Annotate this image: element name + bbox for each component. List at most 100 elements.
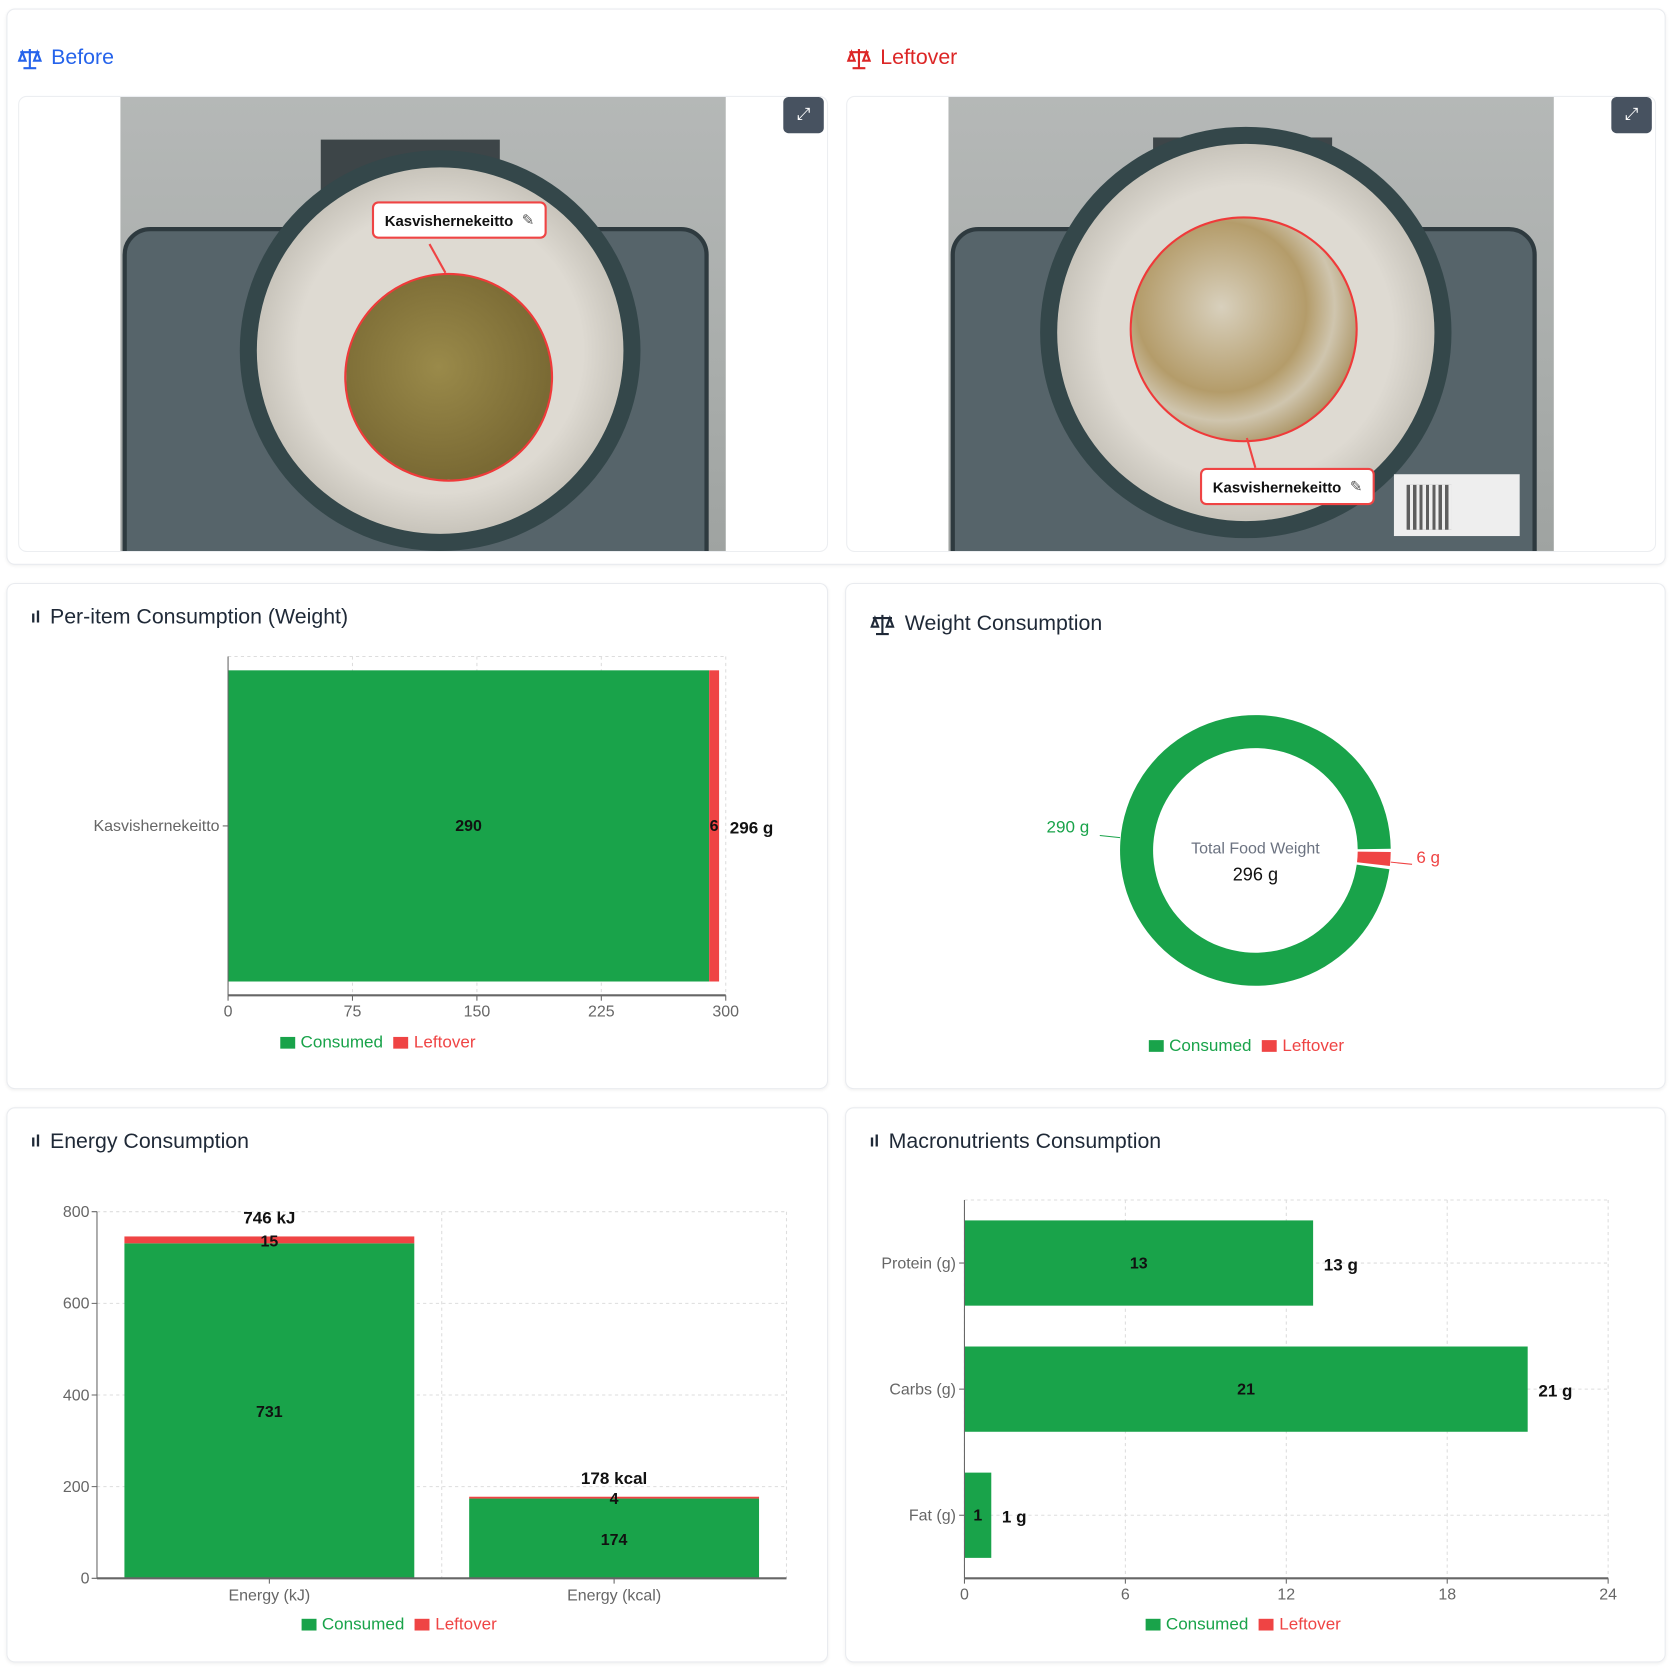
y-tick-label: 800 [63, 1204, 90, 1221]
bar-leftover [469, 1496, 760, 1499]
donut-slice-leftover [1357, 851, 1391, 867]
donut-center-value: 296 g [1232, 864, 1279, 885]
macros-title: ıl Macronutrients Consumption [870, 1130, 1162, 1155]
food-label-text: Kasvishernekeitto [384, 211, 514, 229]
edit-icon[interactable]: ✎ [1349, 477, 1363, 495]
scale-icon [846, 48, 872, 69]
weight-donut-chart [1099, 715, 1413, 986]
bar-value-label: 290 [455, 818, 482, 835]
legend-leftover[interactable]: Leftover [1262, 1037, 1344, 1056]
x-tick-label: 24 [1599, 1587, 1617, 1604]
legend-leftover[interactable]: Leftover [1258, 1616, 1341, 1635]
before-header: Before [17, 46, 114, 71]
bar-chart-icon: ıl [30, 607, 41, 627]
legend-leftover[interactable]: Leftover [414, 1616, 497, 1635]
y-category-label: Fat (g) [909, 1508, 956, 1525]
leftover-photo[interactable]: Kasvishernekeitto ✎ [948, 96, 1554, 551]
bar-value-label: 174 [601, 1532, 628, 1549]
scale-icon [17, 48, 43, 69]
panel-title-text: Per-item Consumption (Weight) [49, 605, 349, 629]
energy-title: ıl Energy Consumption [31, 1130, 249, 1155]
bar-value-label: 1 [973, 1508, 982, 1525]
leftover-food-segmentation[interactable] [1129, 216, 1358, 443]
before-title: Before [51, 45, 114, 70]
x-tick-label: 6 [1121, 1587, 1130, 1604]
before-image-card[interactable]: Kasvishernekeitto ✎ ⤢ [18, 95, 829, 553]
bar-value-label: 21 [1237, 1381, 1255, 1398]
legend-consumed[interactable]: Consumed [280, 1034, 383, 1053]
bar-chart-icon: ıl [869, 1132, 880, 1151]
bar-total-label: 746 kJ [243, 1209, 295, 1228]
y-tick-label: 200 [63, 1479, 90, 1496]
legend-leftover[interactable]: Leftover [393, 1034, 476, 1053]
macros-chart: 0 6 12 18 24 Protein (g) 13 13 g Carbs (g) 21 21 g… [881, 1199, 1617, 1604]
bar-value-label: 15 [260, 1233, 278, 1250]
y-tick-label: 600 [63, 1296, 90, 1313]
bar-consumed [964, 1346, 1528, 1432]
legend: Consumed Leftover [1148, 1037, 1344, 1056]
bar-value-label: 731 [256, 1404, 283, 1421]
bar-value-label: 13 [1130, 1255, 1148, 1272]
bar-leftover [124, 1236, 415, 1244]
y-category-label: Carbs (g) [889, 1381, 956, 1398]
leftover-food-label[interactable]: Kasvishernekeitto ✎ [1199, 467, 1376, 506]
bar-chart-icon: ıl [30, 1132, 41, 1151]
leftover-header: Leftover [846, 46, 957, 71]
energy-panel: ıl Energy Consumption 0 200 400 600 800 731 15… [6, 1107, 829, 1663]
label-leader-line [1099, 834, 1121, 839]
panel-title-text: Macronutrients Consumption [888, 1129, 1162, 1154]
legend: Consumed Leftover [301, 1616, 497, 1635]
weight-panel: Weight Consumption Total Food Weight 296… [845, 582, 1666, 1090]
y-category-label: Protein (g) [881, 1255, 956, 1272]
x-tick-label: 0 [960, 1587, 969, 1604]
panel-title-text: Weight Consumption [904, 611, 1103, 636]
per-item-chart: 0 75 150 225 300 Kasvishernekeitto 290 6 296 g [93, 655, 773, 1021]
y-tick-label: 400 [63, 1387, 90, 1404]
bar-leftover [709, 670, 720, 982]
before-food-label[interactable]: Kasvishernekeitto ✎ [371, 201, 548, 239]
legend-consumed[interactable]: Consumed [301, 1616, 404, 1635]
leftover-image-card[interactable]: Kasvishernekeitto ✎ ⤢ [846, 95, 1657, 553]
before-food-segmentation[interactable] [344, 272, 554, 482]
bar-consumed [124, 1243, 415, 1579]
expand-button[interactable]: ⤢ [783, 96, 824, 134]
weight-title: Weight Consumption [870, 611, 1103, 637]
bar-value-label: 4 [610, 1491, 619, 1508]
x-tick-label: 75 [344, 1004, 362, 1021]
bar-consumed [469, 1498, 760, 1579]
bar-total-label: 21 g [1538, 1382, 1572, 1401]
bar-consumed [964, 1220, 1314, 1306]
images-panel: Before Leftover Kasvishernekeitto ✎ ⤢ [6, 8, 1666, 565]
donut-leftover-label: 6 g [1416, 849, 1441, 868]
legend-consumed[interactable]: Consumed [1148, 1037, 1252, 1056]
legend: Consumed Leftover [1145, 1616, 1341, 1635]
x-tick-label: 18 [1438, 1587, 1456, 1604]
bar-value-label: 6 [710, 818, 719, 835]
y-tick-label: 0 [81, 1571, 90, 1588]
y-category-label: Kasvishernekeitto [93, 818, 219, 835]
per-item-panel: ıl Per-item Consumption (Weight) 0 75 150 2… [6, 582, 829, 1090]
x-tick-label: 150 [464, 1004, 491, 1021]
bar-total-label: 13 g [1324, 1255, 1358, 1274]
edit-icon[interactable]: ✎ [521, 211, 535, 229]
bar-total-label: 178 kcal [581, 1469, 647, 1488]
panel-title-text: Energy Consumption [49, 1129, 250, 1154]
donut-center-label: Total Food Weight [1191, 839, 1320, 858]
legend-consumed[interactable]: Consumed [1145, 1616, 1248, 1635]
food-label-text: Kasvishernekeitto [1212, 477, 1342, 496]
x-tick-label: 300 [712, 1004, 739, 1021]
macros-panel: ıl Macronutrients Consumption 0 6 12 18 24 Pr… [845, 1107, 1666, 1663]
before-photo[interactable]: Kasvishernekeitto ✎ [120, 96, 726, 551]
leftover-title: Leftover [880, 45, 958, 70]
x-category-label: Energy (kJ) [229, 1588, 311, 1605]
per-item-title: ıl Per-item Consumption (Weight) [31, 605, 348, 630]
energy-chart: 0 200 400 600 800 731 15 746 kJ Energy (kJ) 174 4 1… [63, 1204, 788, 1605]
bar-consumed [964, 1472, 992, 1558]
expand-button[interactable]: ⤢ [1611, 96, 1652, 134]
scale-icon [870, 614, 895, 635]
x-tick-label: 225 [588, 1004, 615, 1021]
legend: Consumed Leftover [280, 1034, 476, 1053]
expand-icon: ⤢ [1624, 105, 1639, 124]
x-tick-label: 12 [1277, 1587, 1295, 1604]
x-category-label: Energy (kcal) [567, 1588, 661, 1605]
